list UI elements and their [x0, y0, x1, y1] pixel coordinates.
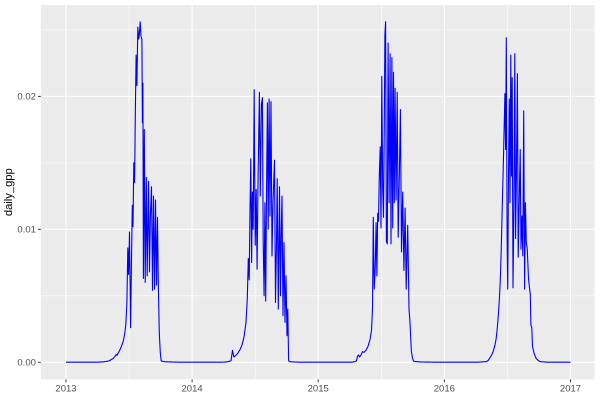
- svg-text:0.01: 0.01: [17, 224, 36, 235]
- svg-text:2016: 2016: [434, 384, 455, 395]
- svg-text:2013: 2013: [55, 384, 76, 395]
- svg-text:2015: 2015: [308, 384, 329, 395]
- svg-text:2014: 2014: [182, 384, 203, 395]
- svg-text:0.02: 0.02: [17, 92, 36, 103]
- svg-text:daily_gpp: daily_gpp: [3, 168, 15, 216]
- svg-text:0.00: 0.00: [17, 357, 36, 368]
- svg-text:2017: 2017: [560, 384, 581, 395]
